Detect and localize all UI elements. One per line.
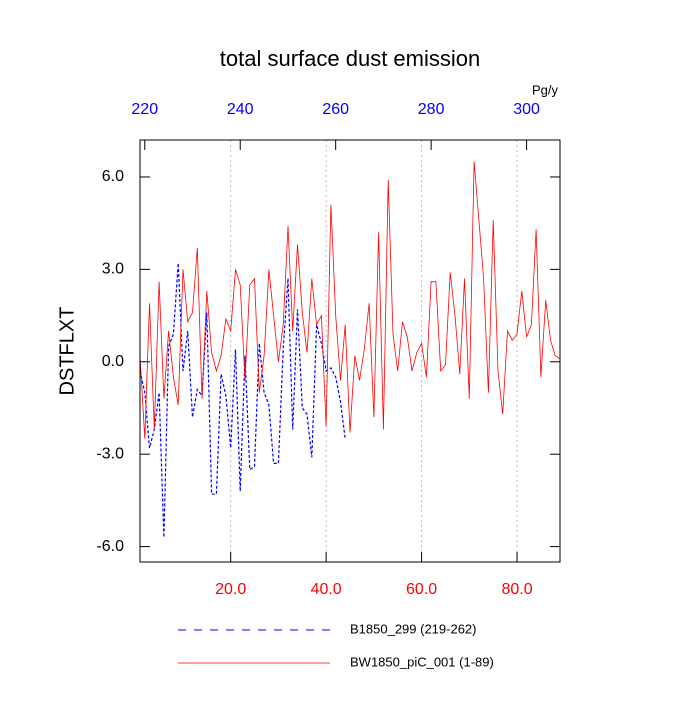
data-line bbox=[139, 263, 346, 538]
y-tick-label: 0.0 bbox=[102, 353, 124, 370]
legend-label: BW1850_piC_001 (1-89) bbox=[350, 654, 494, 669]
y-tick-label: 3.0 bbox=[102, 261, 124, 278]
legend-label: B1850_299 (219-262) bbox=[350, 621, 477, 636]
x-tick-label: 60.0 bbox=[406, 581, 437, 598]
y-tick-label: 6.0 bbox=[102, 168, 124, 185]
x2-tick-label: 280 bbox=[418, 101, 445, 118]
y-tick-label: -3.0 bbox=[96, 445, 124, 462]
y-axis-label: DSTFLXT bbox=[56, 307, 78, 396]
data-line bbox=[139, 161, 561, 439]
y-tick-label: -6.0 bbox=[96, 538, 124, 555]
plot-frame bbox=[139, 139, 561, 563]
x2-axis-unit: Pg/y bbox=[532, 82, 559, 97]
x2-tick-label: 260 bbox=[322, 101, 349, 118]
x-tick-label: 80.0 bbox=[501, 581, 532, 598]
x2-tick-label: 240 bbox=[227, 101, 254, 118]
x-tick-label: 40.0 bbox=[311, 581, 342, 598]
x-tick-label: 20.0 bbox=[215, 581, 246, 598]
x2-tick-label: 300 bbox=[513, 101, 540, 118]
x2-tick-label: 220 bbox=[131, 101, 158, 118]
chart-title: total surface dust emission bbox=[220, 46, 480, 71]
